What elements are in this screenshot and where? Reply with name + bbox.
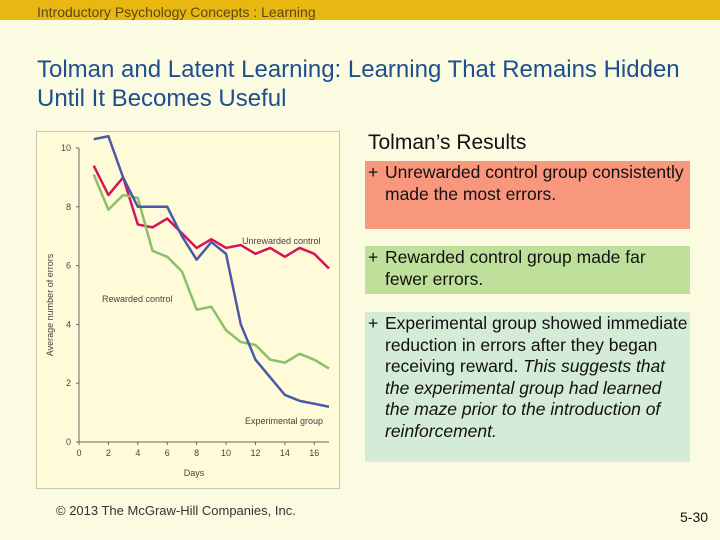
y-axis-label: Average number of errors — [45, 253, 55, 356]
bullet-text: Unrewarded control group consistently ma… — [385, 162, 684, 204]
y-tick-label: 6 — [66, 261, 71, 271]
x-tick-label: 12 — [250, 448, 260, 458]
x-tick-label: 2 — [106, 448, 111, 458]
bullet-emphasis: This suggests that the experimental grou… — [385, 356, 666, 441]
series-label: Rewarded control — [102, 294, 173, 304]
x-axis-label: Days — [184, 468, 205, 478]
bullet-text: Rewarded control group made far fewer er… — [385, 247, 646, 289]
y-tick-label: 0 — [66, 437, 71, 447]
bullet-marker: + — [368, 162, 379, 182]
results-heading: Tolman’s Results — [368, 131, 527, 154]
bullet-experimental: + Experimental group showed immediate re… — [365, 312, 690, 462]
copyright-notice: © 2013 The McGraw-Hill Companies, Inc. — [56, 503, 296, 518]
header-bar: Introductory Psychology Concepts : Learn… — [0, 0, 720, 20]
x-tick-label: 10 — [221, 448, 231, 458]
bullet-marker: + — [368, 247, 379, 267]
bullet-marker: + — [368, 313, 379, 333]
x-tick-label: 0 — [76, 448, 81, 458]
page-number: 5-30 — [680, 509, 709, 525]
series-line-2 — [92, 173, 330, 370]
y-tick-label: 8 — [66, 202, 71, 212]
x-tick-label: 8 — [194, 448, 199, 458]
bullet-unrewarded: + Unrewarded control group consistently … — [365, 161, 690, 229]
series-label: Experimental group — [245, 416, 323, 426]
series-line-3 — [93, 134, 330, 408]
y-tick-label: 4 — [66, 319, 71, 329]
x-tick-label: 14 — [280, 448, 290, 458]
y-tick-label: 10 — [61, 143, 71, 153]
x-tick-label: 16 — [309, 448, 319, 458]
bullet-text: Experimental group showed immediate redu… — [385, 313, 688, 376]
y-tick-label: 2 — [66, 378, 71, 388]
slide-title: Tolman and Latent Learning: Learning Tha… — [37, 56, 680, 112]
line-chart: 0 2 4 6 8 10 0 2 4 6 8 10 12 14 16 Days Average number o… — [45, 134, 330, 478]
series-label: Unrewarded control — [242, 236, 321, 246]
course-title: Introductory Psychology Concepts : Learn… — [37, 4, 316, 20]
x-tick-label: 4 — [135, 448, 140, 458]
chart-panel: 0 2 4 6 8 10 0 2 4 6 8 10 12 14 16 Days Average number o… — [36, 131, 340, 489]
x-tick-label: 6 — [165, 448, 170, 458]
bullet-rewarded: + Rewarded control group made far fewer … — [365, 246, 690, 294]
series-line-1 — [92, 165, 330, 270]
